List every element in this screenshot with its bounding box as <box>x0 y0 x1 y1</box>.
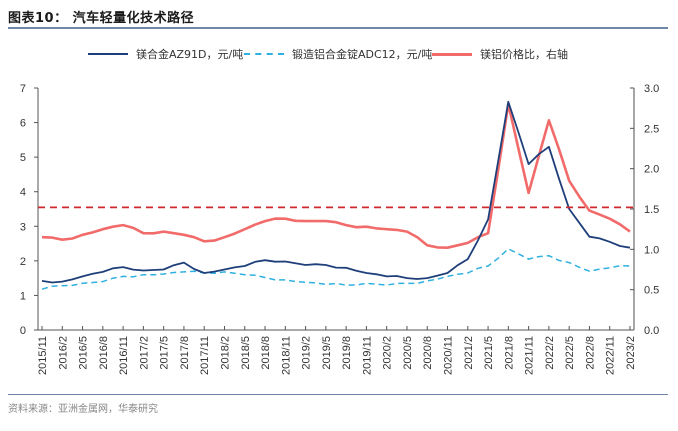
x-tick-label: 2020/11 <box>443 336 455 375</box>
mg-price-line <box>41 100 631 284</box>
source-divider <box>8 394 668 395</box>
legend-swatch-solid-red <box>432 52 472 56</box>
legend-label: 锻造铝合金锭ADC12，元/吨 <box>292 48 433 61</box>
x-tick-label: 2022/5 <box>564 336 576 370</box>
title-divider <box>8 27 668 29</box>
y-tick-label-right: 0.0 <box>644 325 659 337</box>
source-note: 资料来源：亚洲金属网，华泰研究 <box>8 404 158 415</box>
price-ratio-line <box>41 102 631 249</box>
x-tick-label: 2018/11 <box>280 336 292 375</box>
y-tick-label-left: 0 <box>20 325 26 337</box>
x-tick-label: 2017/2 <box>138 336 150 370</box>
y-tick-label-right: 0.5 <box>644 285 659 297</box>
legend-item-al: 锻造铝合金锭ADC12，元/吨 <box>244 46 432 62</box>
x-tick-label: 2015/11 <box>37 336 49 375</box>
x-tick-label: 2016/5 <box>78 336 90 370</box>
al-price-line <box>41 248 631 290</box>
y-tick-label-right: 2.0 <box>644 164 659 176</box>
legend-item-mg: 镁合金AZ91D，元/吨 <box>88 46 243 62</box>
x-tick-label: 2018/5 <box>240 336 252 370</box>
y-tick-label-left: 6 <box>20 118 26 130</box>
x-tick-label: 2019/2 <box>301 336 313 370</box>
chart-legend: 镁合金AZ91D，元/吨 锻造铝合金锭ADC12，元/吨 镁铝价格比，右轴 <box>0 46 678 66</box>
legend-label: 镁合金AZ91D，元/吨 <box>136 48 244 61</box>
x-tick-label: 2022/11 <box>605 336 617 375</box>
figure-title: 图表10： 汽车轻量化技术路径 <box>8 11 195 26</box>
y-tick-label-left: 5 <box>20 152 26 164</box>
x-tick-label: 2020/2 <box>382 336 394 370</box>
x-tick-label: 2019/5 <box>321 336 333 370</box>
x-tick-label: 2016/8 <box>98 336 110 370</box>
legend-swatch-solid-navy <box>88 53 128 55</box>
x-axis: 2015/11 2016/2 2016/5 2016/8 2016/11 2017/2 20… <box>37 326 637 375</box>
x-tick-label: 2016/11 <box>118 336 130 375</box>
legend-swatch-dashed-cyan <box>244 53 284 55</box>
x-tick-label: 2022/8 <box>584 336 596 370</box>
x-tick-label: 2018/2 <box>219 336 231 370</box>
y-tick-label-left: 7 <box>20 83 26 95</box>
x-tick-label: 2019/8 <box>341 336 353 370</box>
legend-label: 镁铝价格比，右轴 <box>480 48 568 61</box>
y-tick-label-left: 4 <box>20 187 26 199</box>
y-tick-label-right: 2.5 <box>644 123 659 135</box>
x-tick-label: 2021/2 <box>463 336 475 370</box>
x-tick-label: 2018/8 <box>260 336 272 370</box>
y-tick-label-left: 2 <box>20 256 26 268</box>
right-y-axis: 0.0 0.5 1.0 1.5 2.0 2.5 3.0 <box>630 83 659 337</box>
x-tick-label: 2021/8 <box>503 336 515 370</box>
y-tick-label-right: 3.0 <box>644 83 659 95</box>
x-tick-label: 2017/11 <box>199 336 211 375</box>
plot-series <box>38 100 634 290</box>
x-tick-label: 2019/11 <box>361 336 373 375</box>
x-tick-label: 2017/8 <box>179 336 191 370</box>
x-tick-label: 2021/5 <box>483 336 495 370</box>
legend-item-ratio: 镁铝价格比，右轴 <box>432 46 568 62</box>
y-tick-label-right: 1.5 <box>644 204 659 216</box>
x-tick-label: 2022/2 <box>544 336 556 370</box>
y-tick-label-left: 3 <box>20 221 26 233</box>
x-tick-label: 2021/11 <box>524 336 536 375</box>
x-tick-label: 2017/5 <box>159 336 171 370</box>
x-tick-label: 2020/8 <box>422 336 434 370</box>
y-tick-label-left: 1 <box>20 290 26 302</box>
x-tick-label: 2020/5 <box>402 336 414 370</box>
x-tick-label: 2023/2 <box>625 336 637 370</box>
x-tick-label: 2016/2 <box>57 336 69 370</box>
y-tick-label-right: 1.0 <box>644 244 659 256</box>
left-y-axis: 0 1 2 3 4 5 6 7 <box>20 83 39 337</box>
